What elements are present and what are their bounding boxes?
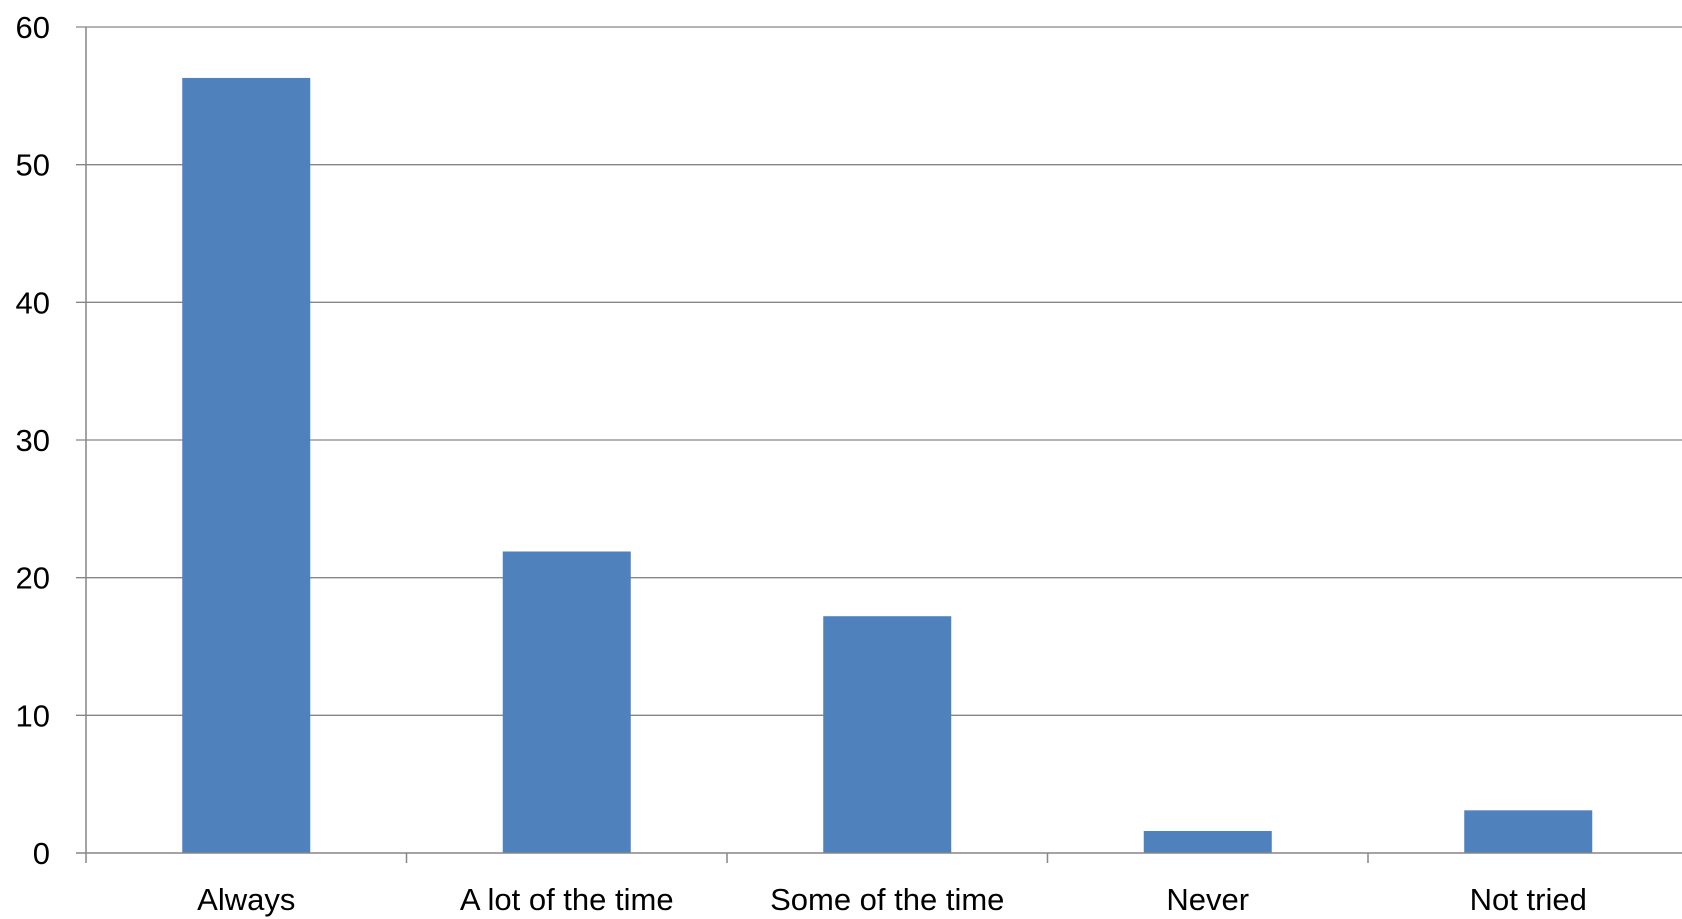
bar [823, 616, 952, 853]
x-axis-tick-labels: Always A lot of the time Some of the time N… [197, 882, 1587, 917]
y-tick-label: 0 [33, 836, 50, 871]
x-tick-label: A lot of the time [460, 882, 674, 917]
x-tick-label: Always [197, 882, 295, 917]
y-axis-tick-labels: 0 10 20 30 40 50 60 [16, 10, 50, 871]
x-tick-label: Never [1166, 882, 1249, 917]
axes [76, 27, 1682, 863]
bar [502, 551, 631, 853]
y-tick-label: 30 [16, 423, 50, 458]
y-tick-label: 50 [16, 148, 50, 183]
bars [182, 77, 1593, 854]
y-tick-label: 20 [16, 561, 50, 596]
y-tick-label: 10 [16, 698, 50, 733]
bar [182, 77, 311, 854]
x-tick-label: Not tried [1470, 882, 1587, 917]
y-tick-label: 40 [16, 285, 50, 320]
bar [1143, 830, 1272, 853]
y-tick-label: 60 [16, 10, 50, 45]
gridlines [76, 26, 1682, 716]
x-tick-label: Some of the time [770, 882, 1004, 917]
bar [1464, 810, 1593, 853]
